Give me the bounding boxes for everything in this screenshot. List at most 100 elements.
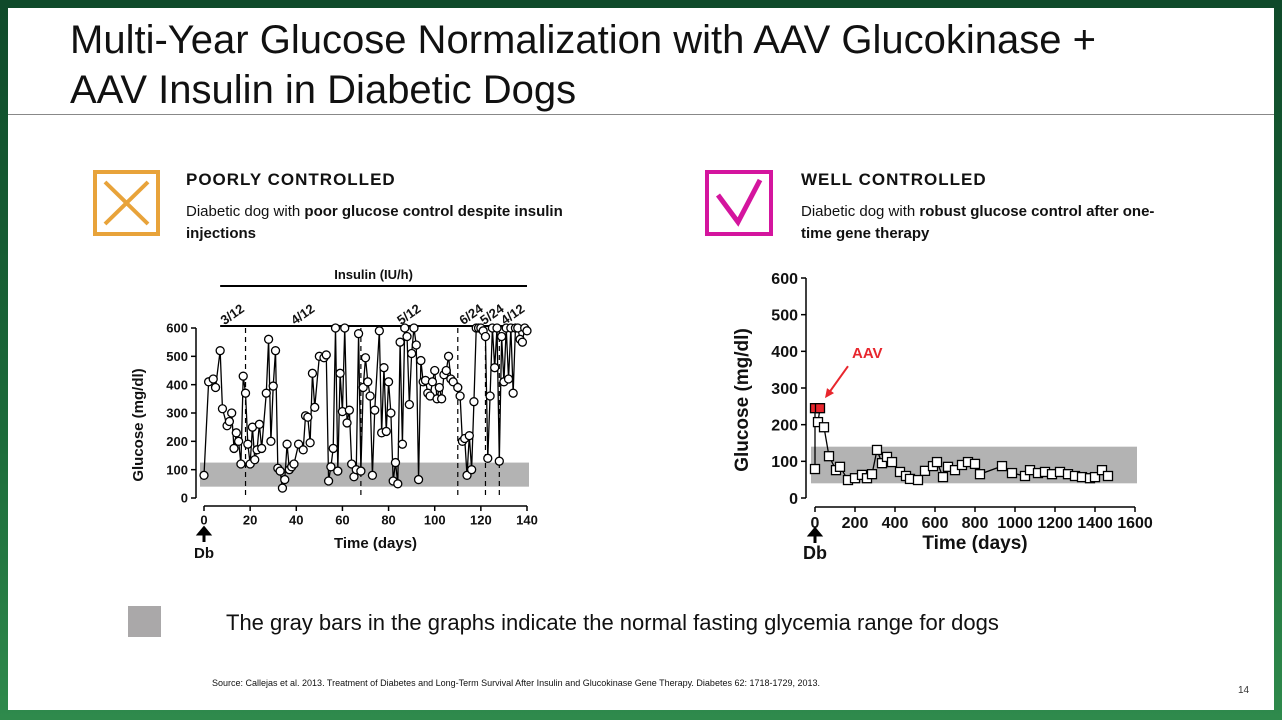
dose-label: 4/12 xyxy=(288,301,317,328)
x-tick-label: 600 xyxy=(922,515,949,532)
data-point xyxy=(397,439,408,449)
y-tick-label: 200 xyxy=(771,417,798,434)
slide-title: Multi-Year Glucose Normalization with AA… xyxy=(70,18,1097,62)
data-point xyxy=(289,459,299,469)
panel-description: Diabetic dog with poor glucose control d… xyxy=(186,201,566,245)
data-point xyxy=(390,457,401,468)
data-point xyxy=(298,445,308,455)
data-point xyxy=(307,368,318,378)
data-point xyxy=(411,340,421,350)
y-tick-label: 300 xyxy=(166,406,188,421)
data-point xyxy=(503,374,514,384)
insulin-label: Insulin (IU/h) xyxy=(334,267,413,282)
data-point xyxy=(261,388,271,398)
data-point xyxy=(356,466,366,476)
y-tick-label: 0 xyxy=(789,491,798,508)
data-point xyxy=(386,408,396,418)
y-tick-label: 300 xyxy=(771,381,798,398)
x-tick-label: 100 xyxy=(424,512,446,527)
x-tick-label: 140 xyxy=(516,512,538,527)
x-tick-label: 60 xyxy=(335,512,349,527)
data-point xyxy=(931,456,943,468)
db-arrow xyxy=(195,525,213,542)
annotation-arrowhead xyxy=(825,388,834,399)
check-icon xyxy=(705,170,773,236)
data-point xyxy=(333,466,343,476)
data-point xyxy=(814,403,826,414)
x-tick-label: 1000 xyxy=(997,515,1033,532)
data-point xyxy=(464,431,474,441)
data-point xyxy=(379,363,389,373)
data-point xyxy=(937,471,949,483)
data-point xyxy=(508,388,518,398)
data-point xyxy=(427,377,438,387)
dose-label: 5/12 xyxy=(394,301,423,328)
y-tick-label: 400 xyxy=(771,344,798,361)
data-point xyxy=(257,443,267,454)
data-point xyxy=(1096,464,1108,476)
data-point xyxy=(409,323,419,333)
data-point xyxy=(231,428,241,438)
y-tick-label: 500 xyxy=(166,349,188,364)
data-point xyxy=(381,426,391,437)
description-text: Diabetic dog with xyxy=(186,203,305,220)
slide-title: AAV Insulin in Diabetic Dogs xyxy=(70,68,577,112)
data-point xyxy=(413,474,424,485)
data-point xyxy=(974,469,986,480)
data-point xyxy=(330,323,341,333)
data-point xyxy=(323,476,334,486)
data-point xyxy=(1089,471,1101,483)
db-label: Db xyxy=(194,545,214,562)
description-bold: robust glucose control after one-time ge… xyxy=(801,203,1155,242)
data-point xyxy=(402,331,412,342)
data-point xyxy=(310,402,320,412)
data-point xyxy=(886,456,898,468)
data-point xyxy=(496,331,507,342)
y-axis-label: Glucose (mg/dl) xyxy=(130,368,147,481)
x-tick-label: 1200 xyxy=(1037,515,1073,532)
data-point xyxy=(871,444,883,456)
data-point xyxy=(490,363,500,373)
y-tick-label: 200 xyxy=(166,434,188,449)
data-point xyxy=(363,377,373,387)
data-point xyxy=(342,418,352,428)
annotation: AAV xyxy=(852,345,883,362)
data-point xyxy=(321,350,331,360)
data-point xyxy=(416,355,426,366)
data-point xyxy=(818,422,830,433)
data-point xyxy=(996,460,1008,472)
panel-heading: WELL CONTROLLED xyxy=(801,170,987,189)
legend-swatch xyxy=(128,606,161,637)
data-point xyxy=(436,394,447,404)
data-point xyxy=(395,337,405,347)
data-point xyxy=(1006,467,1018,479)
legend-note: The gray bars in the graphs indicate the… xyxy=(226,610,999,635)
data-point xyxy=(250,455,260,465)
y-tick-label: 0 xyxy=(181,491,188,506)
data-point xyxy=(809,463,821,475)
data-point xyxy=(210,382,221,393)
x-tick-label: 120 xyxy=(470,512,492,527)
data-point xyxy=(353,329,364,339)
panel-description: Diabetic dog with robust glucose control… xyxy=(801,201,1171,245)
data-point xyxy=(243,439,253,449)
x-tick-label: 80 xyxy=(381,512,395,527)
data-point xyxy=(344,405,355,415)
x-tick-label: 200 xyxy=(842,515,869,532)
data-point xyxy=(400,323,410,333)
data-point xyxy=(263,334,274,344)
data-point xyxy=(305,438,315,448)
x-tick-label: 40 xyxy=(289,512,303,527)
page-number: 14 xyxy=(1238,685,1250,696)
x-tick-label: 0 xyxy=(811,515,820,532)
data-point xyxy=(199,470,209,480)
data-point xyxy=(466,465,477,475)
x-tick-label: 400 xyxy=(882,515,909,532)
data-point xyxy=(453,382,463,393)
data-point xyxy=(236,459,246,469)
data-point xyxy=(275,466,285,476)
data-point xyxy=(494,456,504,466)
data-point xyxy=(443,351,454,361)
